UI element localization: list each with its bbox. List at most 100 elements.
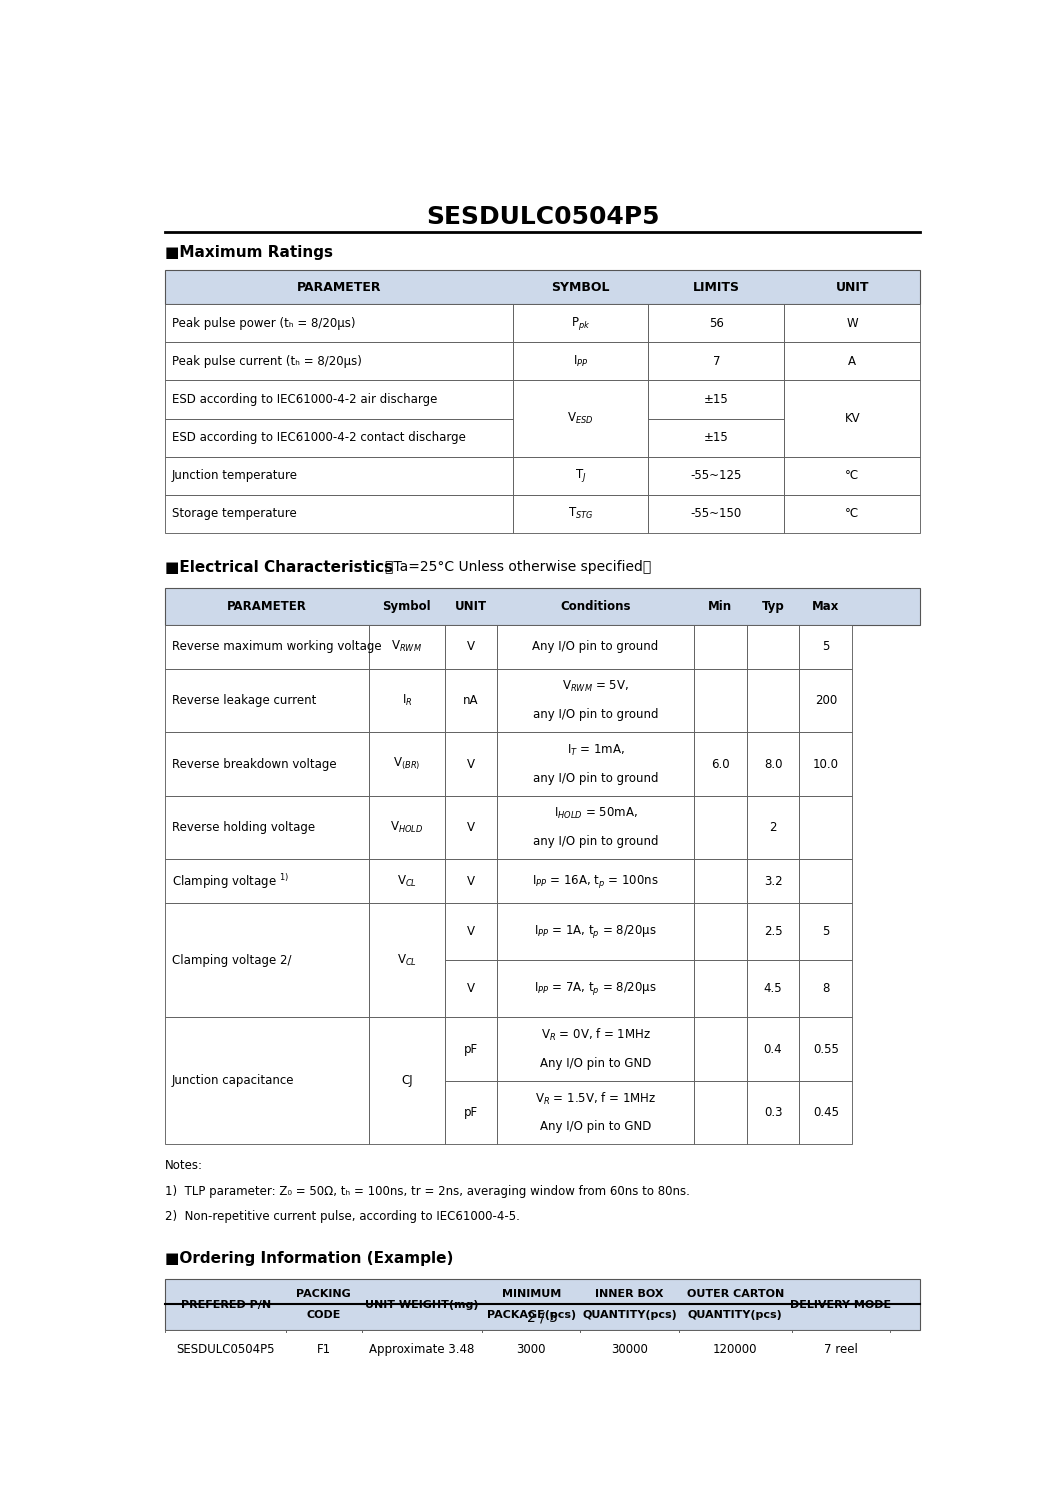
Bar — [694, 903, 747, 960]
Text: PARAMETER: PARAMETER — [228, 601, 307, 613]
Text: Reverse holding voltage: Reverse holding voltage — [172, 821, 315, 834]
Bar — [694, 733, 747, 795]
Text: Clamping voltage $^{1)}$: Clamping voltage $^{1)}$ — [172, 872, 289, 891]
Text: 5: 5 — [822, 641, 829, 653]
Bar — [785, 380, 920, 457]
Bar — [498, 960, 694, 1017]
Text: V: V — [467, 875, 475, 888]
Text: 2: 2 — [769, 821, 777, 834]
Bar — [165, 668, 370, 733]
Bar — [785, 494, 920, 533]
Text: pF: pF — [464, 1043, 478, 1056]
Bar — [498, 860, 694, 903]
Bar — [694, 1082, 747, 1144]
Text: UNIT WEIGHT(mg): UNIT WEIGHT(mg) — [365, 1300, 479, 1309]
Text: SESDULC0504P5: SESDULC0504P5 — [426, 205, 660, 229]
Text: （Ta=25°C Unless otherwise specified）: （Ta=25°C Unless otherwise specified） — [385, 560, 651, 574]
Text: Junction temperature: Junction temperature — [172, 469, 298, 482]
Text: SYMBOL: SYMBOL — [552, 280, 610, 294]
Bar — [165, 1330, 286, 1368]
Bar — [800, 795, 852, 860]
Text: -55~125: -55~125 — [690, 469, 742, 482]
Bar — [498, 668, 694, 733]
Bar — [648, 457, 785, 494]
Bar — [165, 733, 370, 795]
Text: Junction capacitance: Junction capacitance — [172, 1074, 294, 1088]
Text: T$_{J}$: T$_{J}$ — [575, 467, 587, 484]
Text: I$_{PP}$: I$_{PP}$ — [573, 354, 588, 369]
Text: °C: °C — [845, 469, 859, 482]
Bar — [165, 625, 370, 668]
Text: PACKAGE(pcs): PACKAGE(pcs) — [487, 1311, 576, 1320]
Text: 200: 200 — [814, 694, 837, 707]
Bar — [370, 668, 445, 733]
Text: 1)  TLP parameter: Z₀ = 50Ω, tₕ = 100ns, tr = 2ns, averaging window from 60ns to: 1) TLP parameter: Z₀ = 50Ω, tₕ = 100ns, … — [165, 1185, 690, 1198]
Text: 2 / 5: 2 / 5 — [527, 1311, 558, 1324]
Text: 10.0: 10.0 — [813, 758, 839, 770]
Text: ■Electrical Characteristics: ■Electrical Characteristics — [165, 560, 393, 575]
Bar — [165, 860, 370, 903]
Bar — [498, 1017, 694, 1082]
Text: I$_{PP}$ = 16A, t$_{p}$ = 100ns: I$_{PP}$ = 16A, t$_{p}$ = 100ns — [533, 873, 659, 890]
Text: ±15: ±15 — [704, 431, 729, 443]
Text: ■Ordering Information (Example): ■Ordering Information (Example) — [165, 1251, 453, 1266]
Bar — [165, 1279, 920, 1330]
Text: Any I/O pin to GND: Any I/O pin to GND — [540, 1121, 651, 1132]
Text: QUANTITY(pcs): QUANTITY(pcs) — [688, 1311, 783, 1320]
Bar — [747, 860, 800, 903]
Text: F1: F1 — [317, 1342, 330, 1356]
Text: V: V — [467, 641, 475, 653]
Bar — [785, 343, 920, 380]
Text: 2)  Non-repetitive current pulse, according to IEC61000-4-5.: 2) Non-repetitive current pulse, accordi… — [165, 1210, 520, 1224]
Text: Peak pulse power (tₕ = 8/20μs): Peak pulse power (tₕ = 8/20μs) — [172, 318, 355, 330]
Bar — [694, 1017, 747, 1082]
Text: V: V — [467, 821, 475, 834]
Bar — [165, 903, 370, 1017]
Text: ESD according to IEC61000-4-2 contact discharge: ESD according to IEC61000-4-2 contact di… — [172, 431, 466, 443]
Text: 0.3: 0.3 — [764, 1106, 783, 1119]
Bar — [165, 304, 513, 343]
Bar — [370, 733, 445, 795]
Text: any I/O pin to ground: any I/O pin to ground — [533, 771, 659, 785]
Bar — [165, 589, 920, 625]
Bar — [513, 343, 648, 380]
Bar — [648, 380, 785, 418]
Text: ■Maximum Ratings: ■Maximum Ratings — [165, 246, 334, 261]
Bar — [370, 903, 445, 1017]
Bar — [648, 304, 785, 343]
Bar — [482, 1330, 580, 1368]
Text: 0.45: 0.45 — [813, 1106, 839, 1119]
Text: V$_{(BR)}$: V$_{(BR)}$ — [393, 756, 420, 773]
Bar — [800, 860, 852, 903]
Text: V$_{RWM}$: V$_{RWM}$ — [392, 640, 423, 655]
Text: nA: nA — [463, 694, 479, 707]
Text: ±15: ±15 — [704, 392, 729, 406]
Bar — [694, 625, 747, 668]
Text: 0.4: 0.4 — [764, 1043, 783, 1056]
Text: 3000: 3000 — [517, 1342, 546, 1356]
Text: 8.0: 8.0 — [764, 758, 783, 770]
Bar — [165, 494, 513, 533]
Bar — [800, 733, 852, 795]
Text: 7: 7 — [713, 355, 720, 369]
Bar — [286, 1330, 361, 1368]
Bar — [513, 380, 648, 457]
Text: V$_{ESD}$: V$_{ESD}$ — [568, 410, 594, 425]
Text: 4.5: 4.5 — [764, 983, 783, 995]
Text: Conditions: Conditions — [560, 601, 631, 613]
Bar — [165, 270, 920, 304]
Text: Reverse maximum working voltage: Reverse maximum working voltage — [172, 641, 381, 653]
Text: 8: 8 — [822, 983, 829, 995]
Bar — [694, 795, 747, 860]
Text: I$_{PP}$ = 1A, t$_{p}$ = 8/20μs: I$_{PP}$ = 1A, t$_{p}$ = 8/20μs — [534, 923, 657, 941]
Bar — [785, 304, 920, 343]
Bar — [648, 418, 785, 457]
Text: Any I/O pin to GND: Any I/O pin to GND — [540, 1056, 651, 1070]
Text: any I/O pin to ground: any I/O pin to ground — [533, 709, 659, 721]
Text: INNER BOX: INNER BOX — [595, 1290, 664, 1299]
Text: I$_{PP}$ = 7A, t$_{p}$ = 8/20μs: I$_{PP}$ = 7A, t$_{p}$ = 8/20μs — [534, 980, 657, 998]
Bar — [785, 457, 920, 494]
Text: Max: Max — [812, 601, 840, 613]
Text: Storage temperature: Storage temperature — [172, 508, 297, 520]
Text: SESDULC0504P5: SESDULC0504P5 — [177, 1342, 275, 1356]
